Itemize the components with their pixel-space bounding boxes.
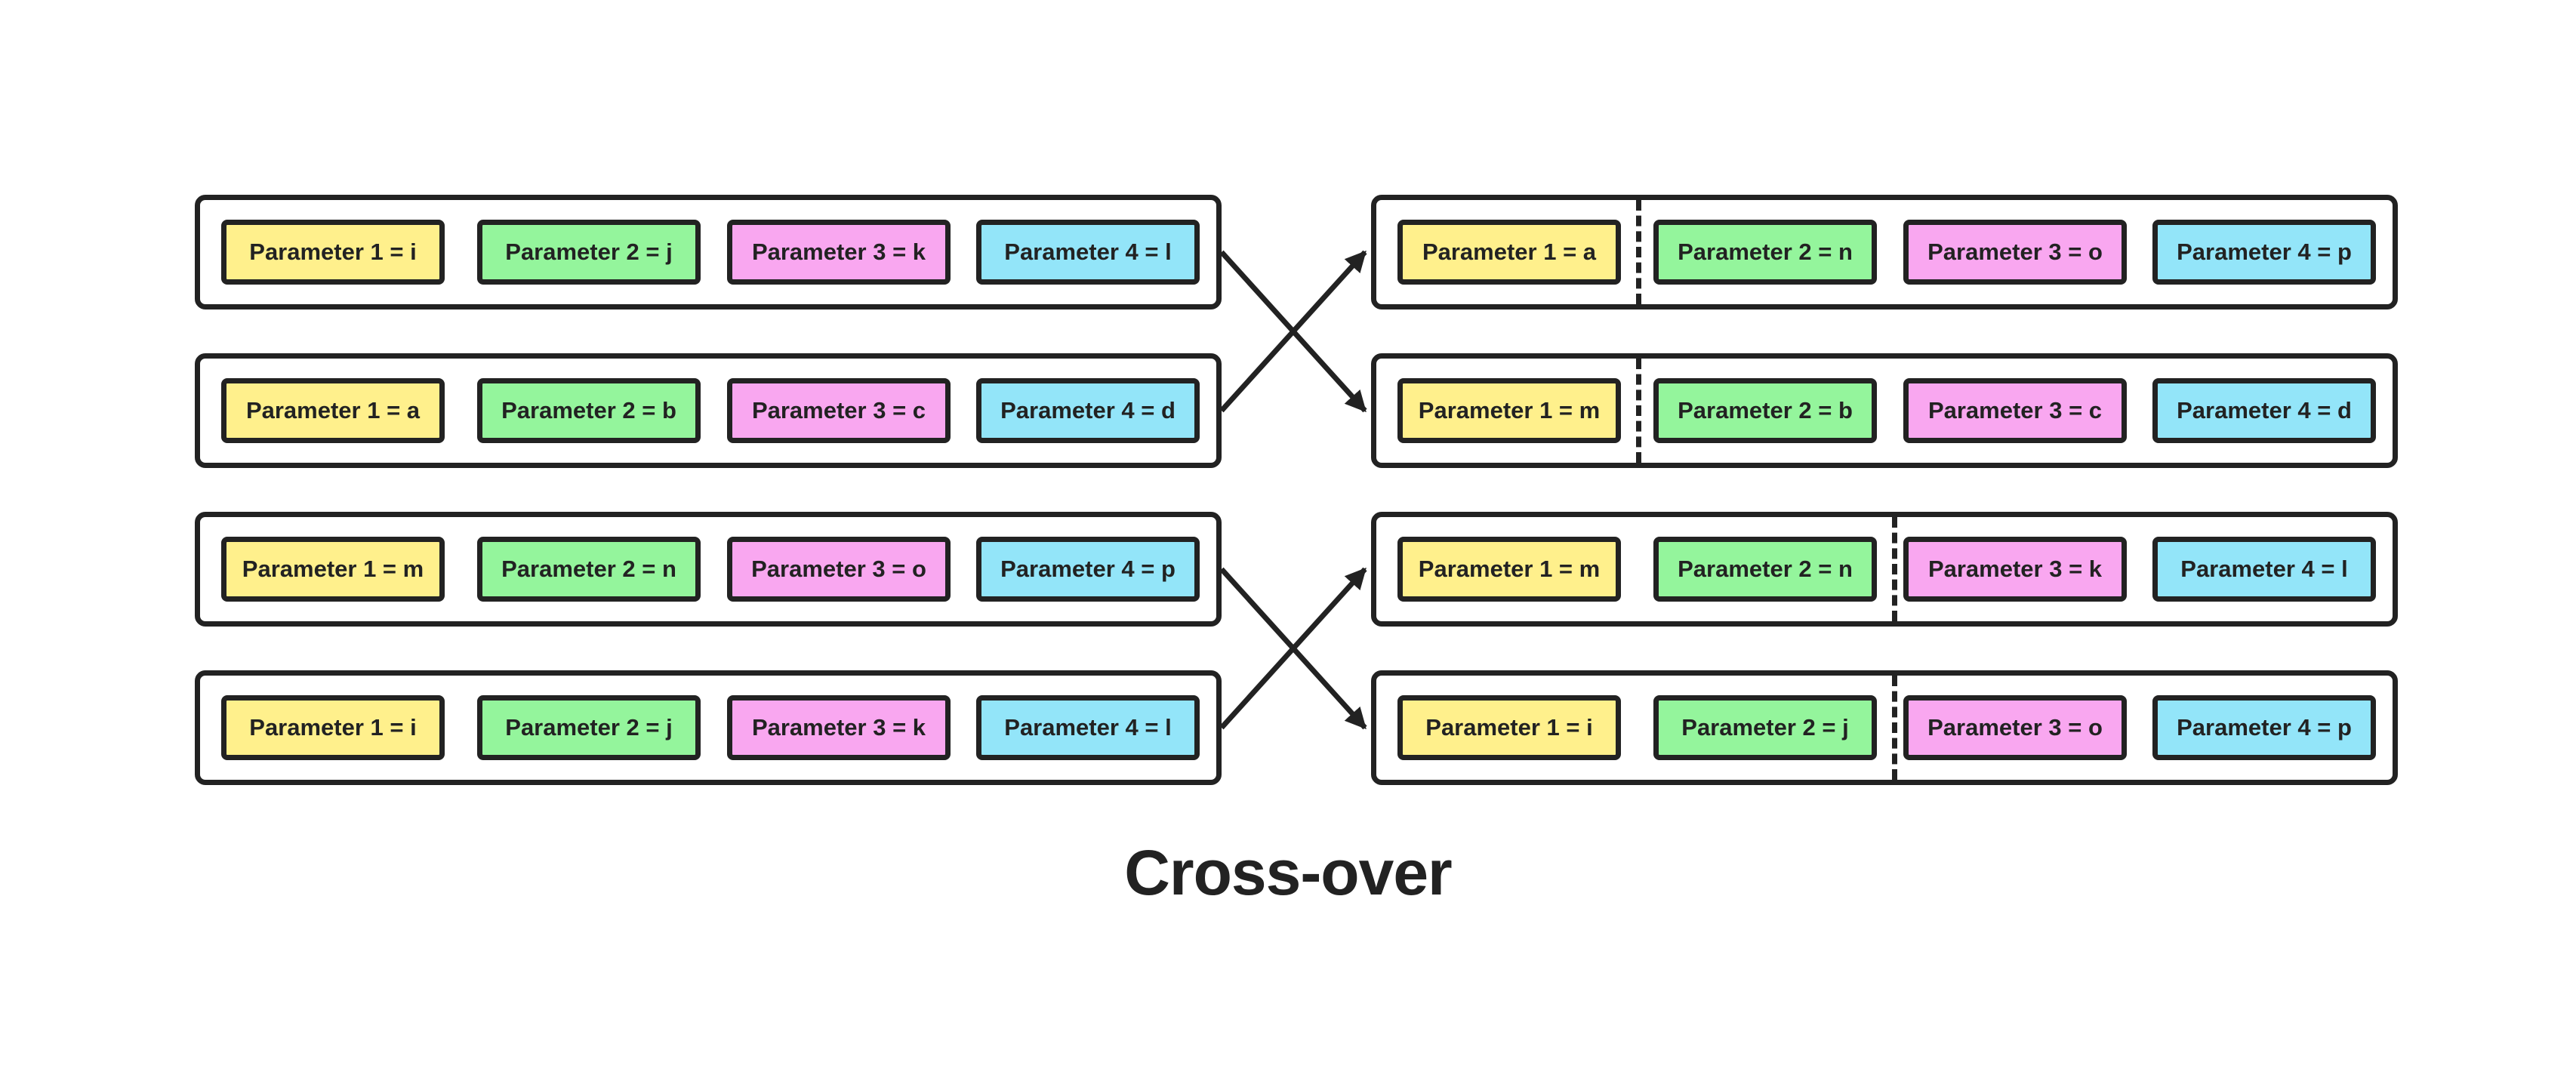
offspring-chromosome-1: Parameter 1 = a Parameter 2 = n Parameter … — [1371, 195, 2398, 309]
offspring-chromosome-4-parameter-1: Parameter 1 = i — [1397, 695, 1621, 760]
parent-chromosome-2: Parameter 1 = a Parameter 2 = b Parameter … — [195, 353, 1222, 468]
offspring-chromosome-1-parameter-1: Parameter 1 = a — [1397, 220, 1621, 285]
parent-chromosome-3-parameter-4: Parameter 4 = p — [976, 537, 1200, 602]
parent-chromosome-2-parameter-4: Parameter 4 = d — [976, 378, 1200, 443]
offspring-chromosome-2: Parameter 1 = m Parameter 2 = b Parameter … — [1371, 353, 2398, 468]
parent-chromosome-4-parameter-1: Parameter 1 = i — [221, 695, 445, 760]
parent-chromosome-3-parameter-3: Parameter 3 = o — [727, 537, 951, 602]
crossover-point-divider — [1892, 517, 1897, 621]
diagram-title: Cross-over — [1124, 837, 1453, 908]
parent-chromosome-1-parameter-1: Parameter 1 = i — [221, 220, 445, 285]
offspring-chromosome-4-parameter-3: Parameter 3 = o — [1903, 695, 2127, 760]
offspring-chromosome-2-parameter-2: Parameter 2 = b — [1653, 378, 1877, 443]
offspring-chromosome-3-parameter-3: Parameter 3 = k — [1903, 537, 2127, 602]
offspring-chromosome-4-parameter-4: Parameter 4 = p — [2152, 695, 2376, 760]
crossover-arrow-2 — [1219, 250, 1367, 413]
offspring-chromosome-2-parameter-4: Parameter 4 = d — [2152, 378, 2376, 443]
offspring-chromosome-1-parameter-3: Parameter 3 = o — [1903, 220, 2127, 285]
offspring-chromosome-1-parameter-2: Parameter 2 = n — [1653, 220, 1877, 285]
parent-chromosome-1-parameter-2: Parameter 2 = j — [477, 220, 701, 285]
parent-chromosome-3-parameter-1: Parameter 1 = m — [221, 537, 445, 602]
crossover-arrow-4 — [1219, 567, 1367, 730]
parent-chromosome-2-parameter-1: Parameter 1 = a — [221, 378, 445, 443]
crossover-point-divider — [1636, 200, 1641, 304]
parent-chromosome-2-parameter-2: Parameter 2 = b — [477, 378, 701, 443]
crossover-point-divider — [1636, 359, 1641, 463]
parent-chromosome-4: Parameter 1 = i Parameter 2 = j Parameter … — [195, 670, 1222, 785]
parent-chromosome-3-parameter-2: Parameter 2 = n — [477, 537, 701, 602]
offspring-chromosome-3-parameter-1: Parameter 1 = m — [1397, 537, 1621, 602]
offspring-chromosome-2-parameter-3: Parameter 3 = c — [1903, 378, 2127, 443]
parent-chromosome-4-parameter-3: Parameter 3 = k — [727, 695, 951, 760]
offspring-chromosome-3-parameter-2: Parameter 2 = n — [1653, 537, 1877, 602]
crossover-point-divider — [1892, 676, 1897, 780]
offspring-chromosome-4: Parameter 1 = i Parameter 2 = j Parameter … — [1371, 670, 2398, 785]
offspring-chromosome-3-parameter-4: Parameter 4 = l — [2152, 537, 2376, 602]
parent-chromosome-3: Parameter 1 = m Parameter 2 = n Parameter … — [195, 512, 1222, 627]
parent-chromosome-1-parameter-3: Parameter 3 = k — [727, 220, 951, 285]
offspring-chromosome-4-parameter-2: Parameter 2 = j — [1653, 695, 1877, 760]
parent-chromosome-1-parameter-4: Parameter 4 = l — [976, 220, 1200, 285]
offspring-chromosome-1-parameter-4: Parameter 4 = p — [2152, 220, 2376, 285]
parent-chromosome-1: Parameter 1 = i Parameter 2 = j Parameter … — [195, 195, 1222, 309]
parent-chromosome-4-parameter-2: Parameter 2 = j — [477, 695, 701, 760]
parent-chromosome-2-parameter-3: Parameter 3 = c — [727, 378, 951, 443]
offspring-chromosome-3: Parameter 1 = m Parameter 2 = n Parameter … — [1371, 512, 2398, 627]
offspring-chromosome-2-parameter-1: Parameter 1 = m — [1397, 378, 1621, 443]
parent-chromosome-4-parameter-4: Parameter 4 = l — [976, 695, 1200, 760]
